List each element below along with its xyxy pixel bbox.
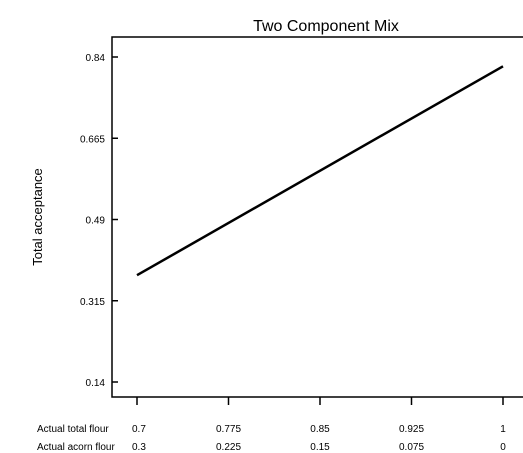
x-tick-label-acorn-flour: 0.3 bbox=[132, 442, 146, 453]
y-axis-ticks: 0.14 0.315 0.49 0.665 0.84 bbox=[80, 53, 118, 389]
x-tick-label-total-flour: 0.85 bbox=[310, 424, 330, 435]
series-line bbox=[136, 65, 504, 277]
chart-title: Two Component Mix bbox=[253, 18, 399, 35]
x-row-label-acorn-flour: Actual acorn flour bbox=[37, 442, 115, 453]
x-tick-label-acorn-flour: 0 bbox=[500, 442, 506, 453]
y-axis-label: Total acceptance bbox=[30, 168, 45, 266]
x-tick-label-acorn-flour: 0.075 bbox=[399, 442, 424, 453]
y-tick-label: 0.84 bbox=[86, 53, 106, 64]
x-tick-label-acorn-flour: 0.15 bbox=[310, 442, 330, 453]
series-group bbox=[136, 65, 504, 277]
x-tick-label-total-flour: 0.925 bbox=[399, 424, 424, 435]
y-tick-label: 0.665 bbox=[80, 134, 105, 145]
x-axis-ticks: 0.7 0.3 0.775 0.225 0.85 0.15 0.925 0.075 1 0 bbox=[132, 397, 506, 453]
x-row-label-total-flour: Actual total flour bbox=[37, 424, 109, 435]
x-tick-label-total-flour: 1 bbox=[500, 424, 506, 435]
x-tick-label-acorn-flour: 0.225 bbox=[216, 442, 241, 453]
x-tick-label-total-flour: 0.775 bbox=[216, 424, 241, 435]
y-tick-label: 0.49 bbox=[86, 216, 106, 227]
x-tick-label-total-flour: 0.7 bbox=[132, 424, 146, 435]
y-tick-label: 0.14 bbox=[86, 378, 106, 389]
y-tick-label: 0.315 bbox=[80, 297, 105, 308]
